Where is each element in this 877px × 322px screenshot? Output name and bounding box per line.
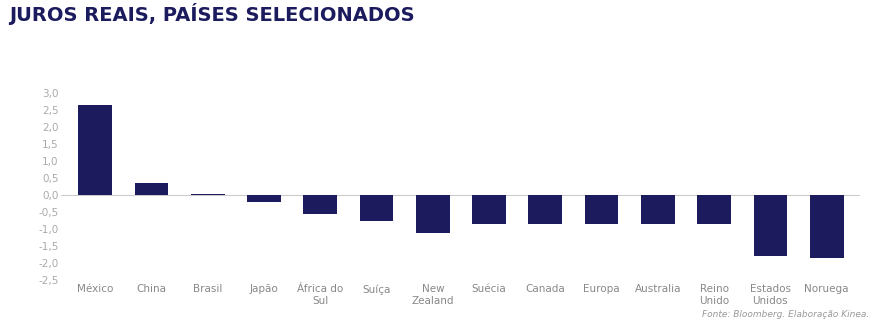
- Bar: [190, 194, 225, 195]
- Bar: [584, 195, 617, 224]
- Bar: [78, 105, 112, 195]
- Text: JUROS REAIS, PAÍSES SELECIONADOS: JUROS REAIS, PAÍSES SELECIONADOS: [9, 3, 414, 25]
- Bar: [752, 195, 787, 256]
- Bar: [809, 195, 843, 258]
- Bar: [303, 195, 337, 214]
- Bar: [528, 195, 561, 224]
- Bar: [134, 183, 168, 195]
- Bar: [360, 195, 393, 221]
- Bar: [246, 195, 281, 202]
- Bar: [416, 195, 449, 232]
- Bar: [696, 195, 731, 224]
- Bar: [472, 195, 505, 224]
- Text: Fonte: Bloomberg. Elaboração Kinea.: Fonte: Bloomberg. Elaboração Kinea.: [702, 310, 868, 319]
- Bar: [640, 195, 674, 224]
